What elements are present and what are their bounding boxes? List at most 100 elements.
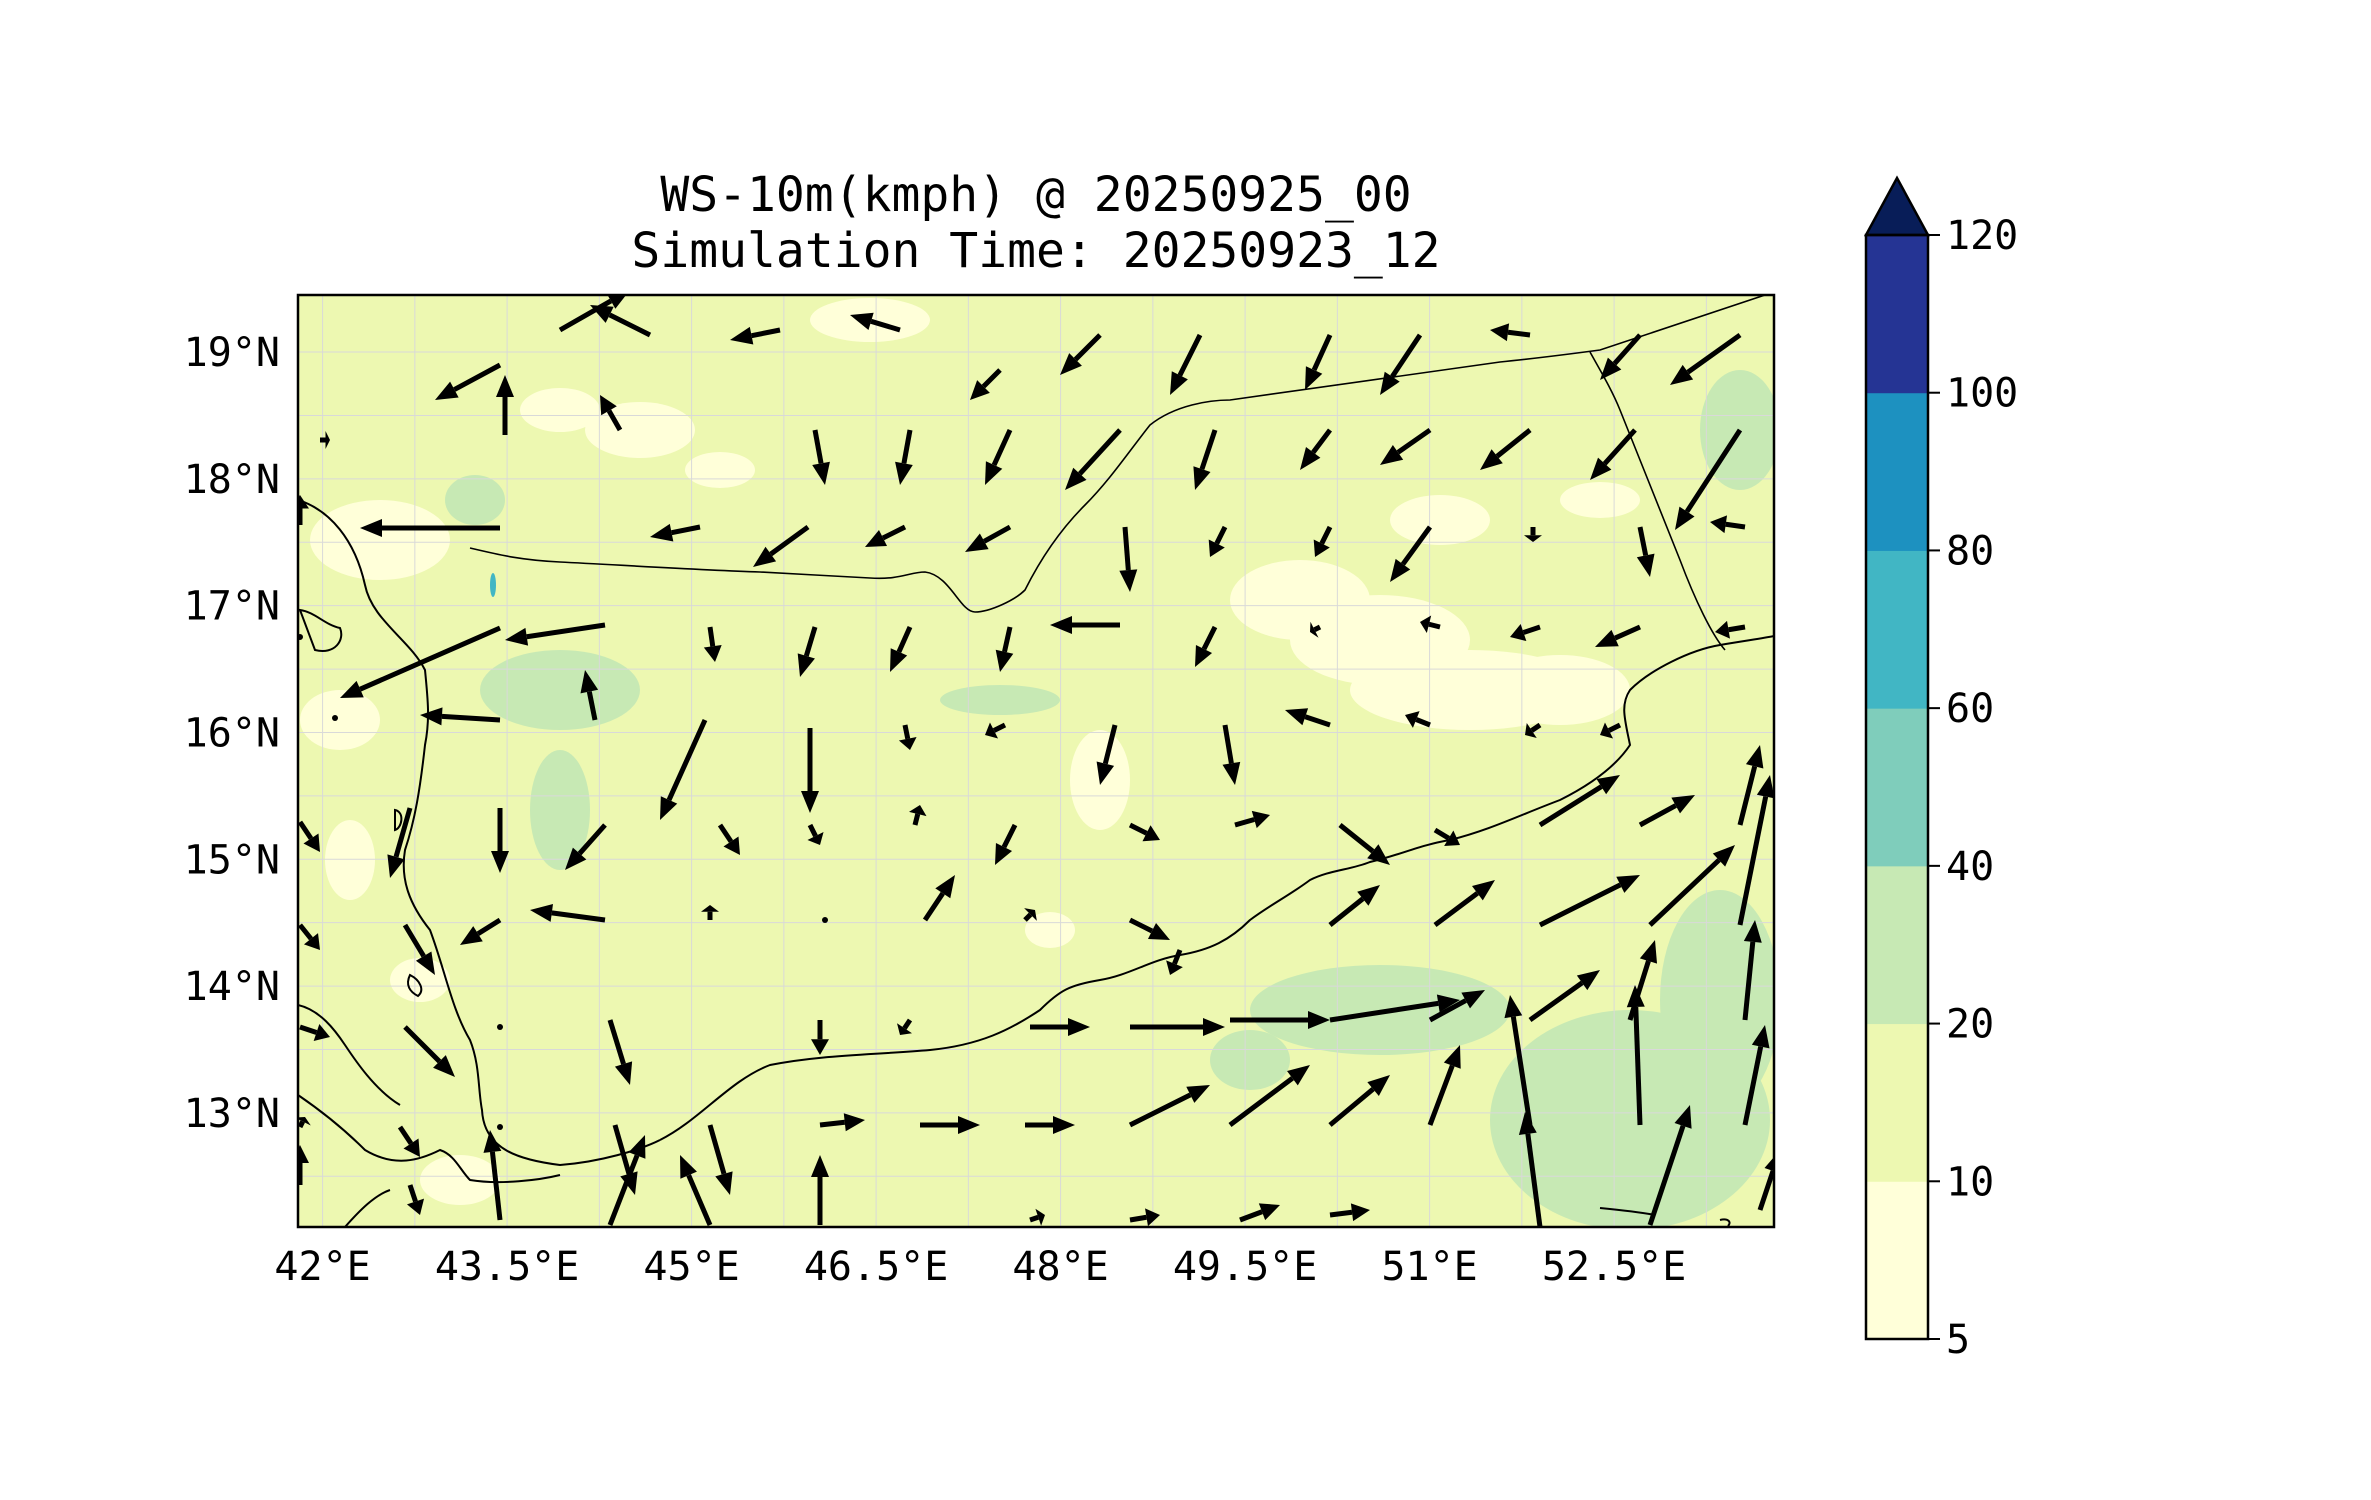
- wind-arrow: [420, 707, 501, 726]
- wind-arrow: [822, 917, 828, 923]
- wind-arrow: [1595, 624, 1642, 647]
- wind-arrow: [600, 395, 623, 432]
- wind-arrow: [1380, 333, 1423, 395]
- wind-arrow: [1648, 845, 1735, 927]
- wind-arrow: [801, 728, 819, 813]
- map-frame: [296, 293, 1776, 1229]
- wind-arrow: [530, 903, 606, 923]
- wind-arrow: [1504, 995, 1533, 1126]
- wind-arrow: [387, 807, 413, 878]
- wind-arrow: [435, 362, 502, 400]
- wind-arrow: [1638, 795, 1695, 828]
- wind-arrow: [1130, 1018, 1225, 1036]
- wind-arrow: [1380, 427, 1432, 465]
- wind-arrow: [1670, 332, 1742, 385]
- wind-arrow: [1590, 428, 1637, 480]
- wind-arrow: [898, 724, 917, 750]
- wind-arrow: [1510, 623, 1541, 642]
- wind-arrow: [1025, 1116, 1075, 1134]
- wind-arrow: [717, 823, 740, 855]
- colorbar-tick-label: 40: [1946, 844, 1994, 890]
- colorbar-tick-label: 10: [1946, 1159, 1994, 1205]
- higher-speed-patch: [1660, 890, 1774, 1110]
- wind-arrow: [1715, 620, 1746, 639]
- wind-arrow: [460, 917, 502, 945]
- wind-arrow: [1328, 1075, 1390, 1127]
- colorbar-tick-label: 120: [1946, 213, 2018, 259]
- wind-arrow: [1329, 994, 1460, 1023]
- colorbar: 5 10 20 40 60 80 100 120: [1863, 175, 2018, 1363]
- wind-arrow: [701, 905, 719, 920]
- wind-arrow: [819, 1113, 865, 1132]
- wind-arrow: [1222, 724, 1241, 785]
- wind-arrow: [1390, 525, 1433, 582]
- wind-arrow: [1627, 940, 1658, 1021]
- wind-arrow: [909, 805, 927, 826]
- colorbar-tick-label: 5: [1946, 1317, 1970, 1363]
- wind-arrow: [1128, 917, 1170, 940]
- latitude-tick-labels: 19°N 18°N 17°N 16°N 15°N 14°N 13°N: [184, 330, 280, 1137]
- wind-arrow: [890, 625, 913, 672]
- wind-arrow: [811, 1020, 829, 1055]
- wind-arrow: [1023, 908, 1037, 922]
- colorbar-extend-arrow: [1863, 175, 1931, 237]
- wind-arrow: [1060, 333, 1102, 375]
- colorbar-band: [1866, 708, 1928, 867]
- wind-arrow: [1524, 527, 1542, 542]
- wind-arrow: [299, 1023, 330, 1042]
- latitude-tick-label: 13°N: [184, 1091, 280, 1137]
- wind-arrow: [1490, 323, 1531, 342]
- wind-arrow: [612, 1124, 638, 1195]
- colorbar-tick-label: 80: [1946, 528, 1994, 574]
- wind-arrow: [1600, 722, 1622, 739]
- wind-arrow: [403, 1025, 455, 1077]
- wind-arrow: [850, 312, 901, 333]
- wind-arrow: [1710, 515, 1746, 534]
- wind-arrow: [340, 625, 502, 698]
- wind-arrow: [1170, 333, 1203, 395]
- wind-arrow: [753, 524, 810, 567]
- wind-arrow: [298, 1117, 311, 1129]
- wind-arrow: [1228, 1065, 1310, 1127]
- wind-arrow: [1230, 1011, 1330, 1029]
- wind-arrow: [590, 305, 652, 338]
- colorbar-band: [1866, 1181, 1928, 1340]
- wind-arrow: [1305, 333, 1333, 390]
- wind-arrow: [1428, 990, 1485, 1023]
- wind-arrow: [496, 375, 514, 435]
- latitude-tick-label: 15°N: [184, 837, 280, 883]
- wind-arrow: [1647, 1105, 1692, 1226]
- low-speed-patch: [1390, 495, 1490, 545]
- wind-arrow: [1119, 526, 1138, 592]
- wind-arrow: [580, 670, 599, 721]
- longitude-tick-labels: 42°E 43.5°E 45°E 46.5°E 48°E 49.5°E 51°E 52.5°E: [274, 1244, 1686, 1290]
- low-speed-patch: [520, 388, 600, 432]
- wind-arrow: [865, 524, 907, 547]
- wind-arrow: [1166, 949, 1183, 975]
- wind-arrow: [1675, 428, 1743, 530]
- low-speed-patch: [390, 958, 450, 1002]
- wind-arrow: [497, 1124, 503, 1130]
- wind-arrow: [1626, 985, 1645, 1126]
- colorbar-tick-label: 20: [1946, 1002, 1994, 1048]
- longitude-tick-label: 46.5°E: [804, 1244, 949, 1290]
- low-speed-patch: [310, 500, 450, 580]
- wind-arrow: [1528, 970, 1600, 1023]
- wind-arrow: [895, 429, 913, 485]
- wind-arrow: [985, 722, 1007, 739]
- wind-arrow: [298, 820, 320, 852]
- wind-arrow: [1600, 333, 1642, 380]
- wind-arrow: [922, 875, 955, 922]
- wind-arrow: [1300, 428, 1332, 470]
- wind-arrow: [703, 626, 722, 662]
- low-speed-patch: [1490, 655, 1630, 725]
- low-speed-patch: [420, 1155, 500, 1205]
- longitude-tick-label: 49.5°E: [1173, 1244, 1318, 1290]
- latitude-tick-label: 16°N: [184, 710, 280, 756]
- colorbar-band: [1866, 550, 1928, 709]
- higher-speed-patch: [445, 475, 505, 525]
- wind-arrow: [402, 923, 435, 975]
- higher-speed-patch: [530, 750, 590, 870]
- latitude-tick-label: 17°N: [184, 584, 280, 630]
